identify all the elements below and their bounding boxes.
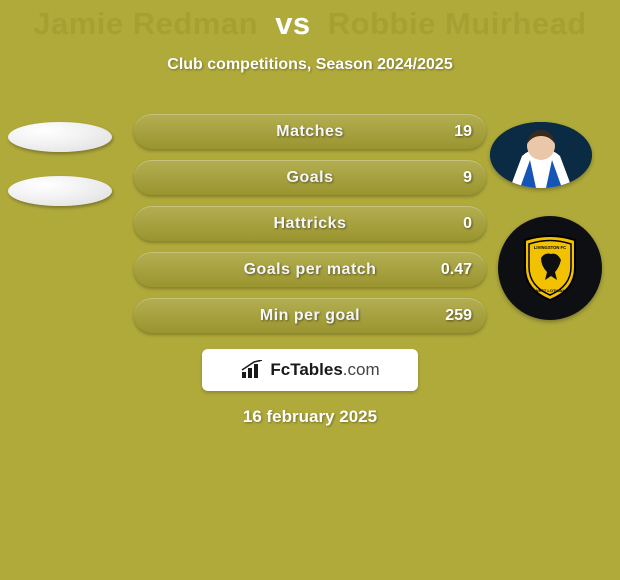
logo-suffix: .com (343, 360, 380, 379)
player1-photo-placeholder-1 (8, 122, 112, 152)
stat-row-hattricks: Hattricks 0 (134, 206, 486, 241)
club-crest: LIVINGSTON FC WEST LOTHIAN (498, 216, 602, 320)
stat-row-goals-per-match: Goals per match 0.47 (134, 252, 486, 287)
logo-brand: FcTables (270, 360, 342, 379)
svg-text:LIVINGSTON FC: LIVINGSTON FC (534, 245, 566, 250)
stat-label: Matches (276, 123, 344, 141)
page-title: Jamie Redman vs Robbie Muirhead (0, 0, 620, 42)
svg-text:WEST LOTHIAN: WEST LOTHIAN (535, 288, 566, 293)
stat-right-value: 19 (454, 123, 472, 141)
comparison-card: Jamie Redman vs Robbie Muirhead Club com… (0, 0, 620, 580)
stat-row-goals: Goals 9 (134, 160, 486, 195)
shield-icon: LIVINGSTON FC WEST LOTHIAN (521, 234, 579, 302)
bar-chart-icon (240, 360, 266, 380)
subtitle: Club competitions, Season 2024/2025 (0, 56, 620, 74)
stat-label: Min per goal (260, 307, 360, 325)
stat-label: Hattricks (274, 215, 347, 233)
stat-right-value: 259 (445, 307, 472, 325)
report-date: 16 february 2025 (0, 407, 620, 427)
stat-right-value: 9 (463, 169, 472, 187)
vs-separator: vs (275, 6, 310, 41)
stat-right-value: 0.47 (441, 261, 472, 279)
logo-text: FcTables.com (270, 360, 379, 380)
player1-name: Jamie Redman (33, 6, 258, 41)
stat-row-min-per-goal: Min per goal 259 (134, 298, 486, 333)
stat-right-value: 0 (463, 215, 472, 233)
player2-photo (490, 122, 592, 188)
stat-label: Goals per match (244, 261, 377, 279)
stat-row-matches: Matches 19 (134, 114, 486, 149)
player2-name: Robbie Muirhead (328, 6, 587, 41)
stat-label: Goals (287, 169, 334, 187)
player-photo-icon (490, 122, 592, 188)
fctables-logo[interactable]: FcTables.com (202, 349, 418, 391)
player1-photo-placeholder-2 (8, 176, 112, 206)
